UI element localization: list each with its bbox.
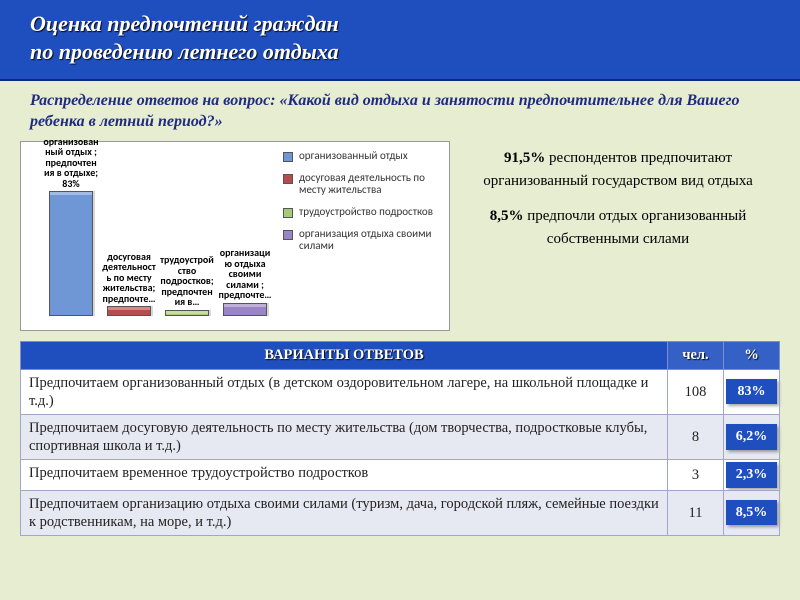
bar-chart: организованный отдых ;предпочтения в отд… (20, 141, 450, 331)
title-header: Оценка предпочтений граждан по проведени… (0, 0, 800, 81)
answer-percent: 83% (726, 379, 777, 405)
bar-organized (49, 191, 93, 316)
legend-item-own: организация отдыха своими силами (283, 228, 443, 252)
answer-percent-cell: 8,5% (724, 490, 780, 535)
answer-percent-cell: 2,3% (724, 460, 780, 491)
answer-text: Предпочитаем досуговую деятельность по м… (21, 414, 668, 459)
bar-leisure (107, 306, 151, 315)
legend-swatch (283, 208, 293, 218)
legend-item-organized: организованный отдых (283, 150, 443, 162)
stat-1: 91,5% респондентов предпочитают организо… (464, 147, 772, 194)
legend-swatch (283, 230, 293, 240)
bar-label-own: организацию отдыхасвоимисилами ;предпочт… (206, 248, 284, 301)
legend-label: досуговая деятельность по месту жительст… (299, 172, 443, 196)
answer-count: 108 (668, 369, 724, 414)
stat-1-pct: 91,5% (504, 150, 545, 166)
answer-count: 11 (668, 490, 724, 535)
bar-label-organized: организованный отдых ;предпочтения в отд… (32, 137, 110, 190)
chart-plot: организованный отдых ;предпочтения в отд… (29, 148, 279, 324)
bar-employment (165, 310, 209, 316)
stat-2-pct: 8,5% (490, 208, 524, 224)
legend-label: организованный отдых (299, 150, 408, 162)
bar-own (223, 303, 267, 316)
answer-percent-cell: 83% (724, 369, 780, 414)
col-header-percent: % (724, 341, 780, 369)
answer-text: Предпочитаем временное трудоустройство п… (21, 460, 668, 491)
answer-percent: 6,2% (726, 424, 777, 450)
stat-2-text: предпочли отдых организованный собственн… (523, 208, 746, 247)
chart-legend: организованный отдых досуговая деятельнос… (283, 150, 443, 263)
stats-panel: 91,5% респондентов предпочитают организо… (464, 141, 780, 331)
answer-text: Предпочитаем организованный отдых (в дет… (21, 369, 668, 414)
answers-table-wrap: ВАРИАНТЫ ОТВЕТОВ чел. % Предпочитаем орг… (0, 341, 800, 536)
stat-2: 8,5% предпочли отдых организованный собс… (464, 205, 772, 252)
answer-percent-cell: 6,2% (724, 414, 780, 459)
answers-tbody: Предпочитаем организованный отдых (в дет… (21, 369, 780, 535)
answer-count: 3 (668, 460, 724, 491)
title-line-2: по проведению летнего отдыха (30, 39, 339, 64)
mid-section: организованный отдых ;предпочтения в отд… (0, 141, 800, 341)
legend-label: трудоустройство подростков (299, 206, 433, 218)
table-row: Предпочитаем временное трудоустройство п… (21, 460, 780, 491)
answers-table: ВАРИАНТЫ ОТВЕТОВ чел. % Предпочитаем орг… (20, 341, 780, 536)
table-row: Предпочитаем организованный отдых (в дет… (21, 369, 780, 414)
legend-item-leisure: досуговая деятельность по месту жительст… (283, 172, 443, 196)
answer-count: 8 (668, 414, 724, 459)
legend-swatch (283, 152, 293, 162)
legend-swatch (283, 174, 293, 184)
answer-text: Предпочитаем организацию отдыха своими с… (21, 490, 668, 535)
page-title: Оценка предпочтений граждан по проведени… (30, 10, 770, 65)
answer-percent: 8,5% (726, 500, 777, 526)
table-row: Предпочитаем организацию отдыха своими с… (21, 490, 780, 535)
title-line-1: Оценка предпочтений граждан (30, 11, 339, 36)
legend-item-employment: трудоустройство подростков (283, 206, 443, 218)
legend-label: организация отдыха своими силами (299, 228, 443, 252)
col-header-answers: ВАРИАНТЫ ОТВЕТОВ (21, 341, 668, 369)
question-subtitle: Распределение ответов на вопрос: «Какой … (0, 81, 800, 141)
answer-percent: 2,3% (726, 462, 777, 488)
table-row: Предпочитаем досуговую деятельность по м… (21, 414, 780, 459)
col-header-count: чел. (668, 341, 724, 369)
